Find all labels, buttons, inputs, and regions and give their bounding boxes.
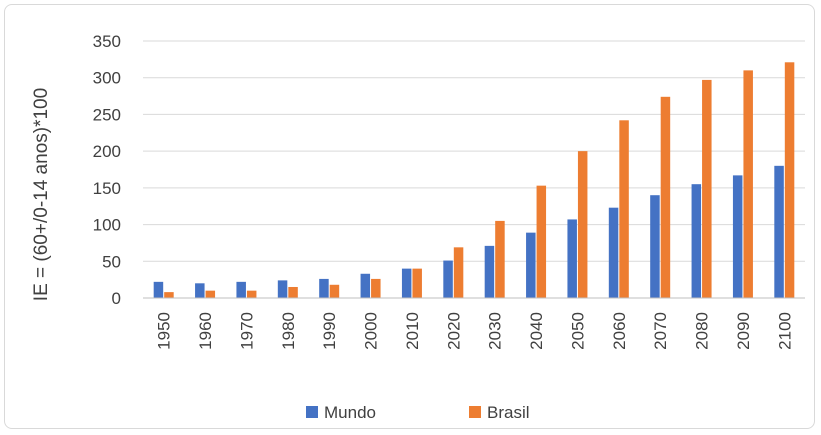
bar-brasil-1950: [164, 292, 174, 298]
x-tick-label: 2090: [734, 312, 753, 350]
legend-swatch-mundo: [306, 406, 318, 418]
bar-brasil-2050: [577, 151, 588, 298]
y-tick-label: 300: [93, 69, 121, 88]
y-tick-label: 200: [93, 142, 121, 161]
x-tick-labels: 1950 1960 1970 1980 1990 2000 2010 2020 2030 2040…: [155, 312, 795, 350]
x-tick-label: 2040: [527, 312, 546, 350]
y-axis-label: IE = (60+/0-14 anos)*100: [31, 88, 52, 301]
y-tick-label: 150: [93, 179, 121, 198]
x-tick-label: 2050: [568, 312, 587, 350]
bar-mundo-1950: [153, 281, 164, 298]
bar-brasil-2080: [702, 79, 712, 298]
bar-brasil-2020: [453, 247, 464, 298]
x-tick-label: 2070: [651, 312, 670, 350]
x-tick-label: 2000: [362, 312, 381, 350]
bar-mundo-2070: [650, 195, 660, 298]
bar-mundo-2040: [526, 232, 536, 298]
bars: [153, 62, 795, 299]
bar-brasil-1970: [246, 290, 257, 298]
bar-mundo-2090: [732, 175, 743, 298]
bar-mundo-2010: [401, 268, 412, 298]
bar-brasil-2030: [495, 220, 505, 298]
x-tick-label: 2080: [693, 312, 712, 350]
bar-brasil-2000: [371, 278, 381, 298]
bar-brasil-1960: [205, 290, 216, 298]
x-tick-label: 1960: [196, 312, 215, 350]
bar-brasil-2070: [660, 96, 671, 298]
legend: Mundo Brasil: [306, 403, 530, 422]
bar-brasil-2040: [536, 185, 547, 298]
bar-brasil-1990: [329, 284, 340, 298]
x-tick-label: 2020: [444, 312, 463, 350]
bar-mundo-2060: [608, 207, 619, 298]
x-tick-label: 2100: [775, 312, 794, 350]
bar-mundo-1980: [277, 280, 288, 298]
bar-mundo-2080: [691, 184, 702, 298]
y-tick-label: 100: [93, 216, 121, 235]
x-tick-label: 2010: [403, 312, 422, 350]
y-tick-label: 0: [112, 289, 121, 308]
x-tick-label: 1950: [155, 312, 174, 350]
x-tick-label: 1980: [279, 312, 298, 350]
bar-mundo-2100: [774, 165, 784, 298]
y-tick-label: 50: [102, 252, 121, 271]
x-tick-label: 1990: [320, 312, 339, 350]
bar-brasil-2100: [784, 62, 795, 299]
x-tick-label: 1970: [237, 312, 256, 350]
bar-mundo-1970: [236, 281, 246, 298]
bar-mundo-2030: [484, 245, 495, 298]
legend-label-mundo: Mundo: [324, 403, 376, 422]
legend-label-brasil: Brasil: [487, 403, 530, 422]
bar-brasil-1980: [288, 286, 298, 298]
legend-swatch-brasil: [469, 406, 481, 418]
x-tick-label: 2030: [486, 312, 505, 350]
bar-mundo-1960: [195, 283, 205, 298]
bar-mundo-2000: [360, 273, 371, 298]
bar-mundo-2050: [567, 219, 577, 298]
y-tick-label: 250: [93, 105, 121, 124]
y-tick-label: 350: [93, 32, 121, 51]
bar-mundo-2020: [443, 260, 453, 298]
x-tick-label: 2060: [610, 312, 629, 350]
chart-frame: [4, 4, 815, 429]
bar-brasil-2010: [412, 268, 422, 298]
y-tick-labels: 0 50 100 150 200 250 300 350: [93, 32, 121, 308]
bar-brasil-2060: [619, 120, 629, 298]
bar-brasil-2090: [743, 70, 753, 298]
bar-mundo-1990: [319, 278, 329, 298]
